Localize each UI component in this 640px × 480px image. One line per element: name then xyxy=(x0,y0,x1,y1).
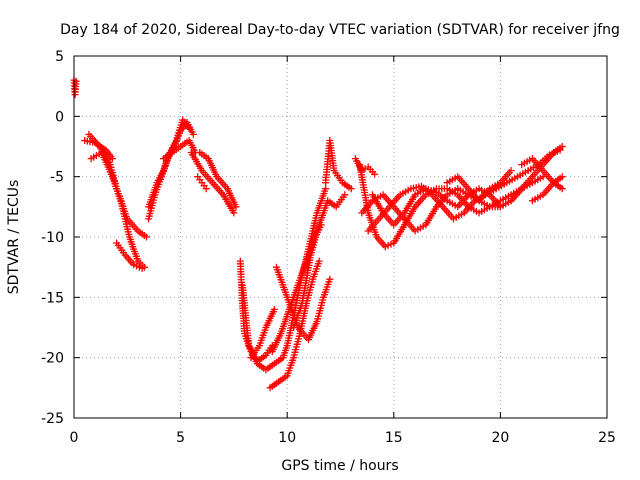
point-markers xyxy=(351,155,379,178)
y-tick-label: -25 xyxy=(41,411,64,427)
point-markers xyxy=(194,173,210,193)
series-seg-c3 xyxy=(194,173,210,193)
point-markers xyxy=(187,149,238,217)
point-markers xyxy=(247,305,278,362)
point-markers xyxy=(528,173,566,205)
y-tick-label: 0 xyxy=(55,109,64,125)
y-tick-label: 5 xyxy=(55,49,64,65)
point-markers xyxy=(290,191,349,331)
series-seg-e8 xyxy=(528,173,566,205)
y-tick-label: -15 xyxy=(41,290,64,306)
series-seg-d6 xyxy=(273,263,334,344)
x-tick-label: 0 xyxy=(70,430,79,446)
series-seg-a3 xyxy=(87,149,148,271)
y-tick-label: -20 xyxy=(41,351,64,367)
point-markers xyxy=(160,137,199,163)
series-seg-d8 xyxy=(322,137,355,193)
y-axis-label: SDTVAR / TECUs xyxy=(6,180,22,295)
point-markers xyxy=(322,137,355,193)
y-tick-label: -5 xyxy=(50,170,64,186)
point-markers xyxy=(238,281,276,365)
series-seg-c1 xyxy=(187,149,238,217)
x-tick-label: 15 xyxy=(385,430,403,446)
x-tick-label: 5 xyxy=(176,430,185,446)
axis-ticks xyxy=(73,55,608,419)
series-seg-d7 xyxy=(290,191,349,331)
point-markers xyxy=(266,257,323,392)
series-seg-d2 xyxy=(238,281,276,365)
point-markers xyxy=(369,185,504,229)
series-seg-e9 xyxy=(351,155,379,178)
point-markers xyxy=(87,149,148,271)
y-tick-label: -10 xyxy=(41,230,64,246)
series-seg-d4 xyxy=(266,257,323,392)
series-seg-d3 xyxy=(247,305,278,362)
x-tick-label: 20 xyxy=(491,430,509,446)
point-markers xyxy=(196,149,240,211)
x-axis-label: GPS time / hours xyxy=(281,458,398,474)
x-tick-label: 10 xyxy=(278,430,296,446)
series-seg-c2 xyxy=(196,149,240,211)
series-seg-b3 xyxy=(160,137,199,163)
tick-labels: 0 5 10 15 20 25 -25 -20 -15 -10 -5 0 5 xyxy=(41,49,616,446)
data-marks xyxy=(70,76,566,392)
point-markers xyxy=(113,239,146,272)
chart-title: Day 184 of 2020, Sidereal Day-to-day VTE… xyxy=(60,22,620,38)
point-markers xyxy=(273,263,334,344)
series-seg-a4 xyxy=(113,239,146,272)
x-tick-label: 25 xyxy=(598,430,616,446)
series-seg-e4 xyxy=(369,185,504,229)
